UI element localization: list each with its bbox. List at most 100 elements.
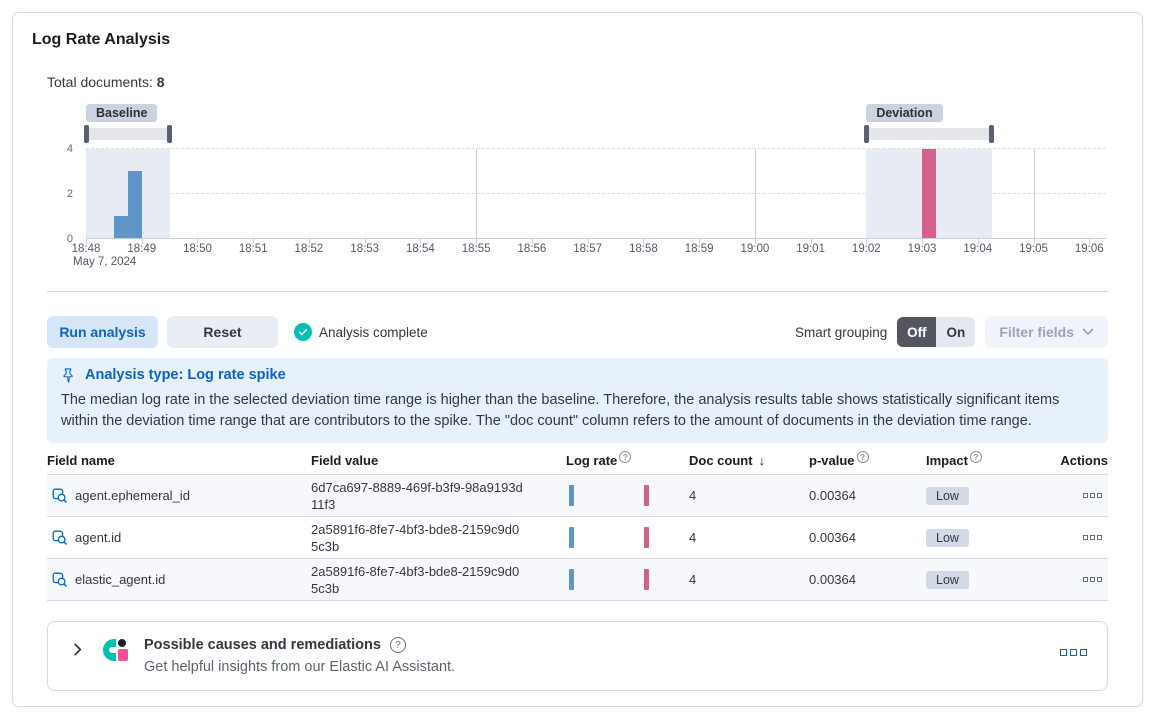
field-name: agent.id bbox=[75, 530, 122, 545]
reset-button[interactable]: Reset bbox=[167, 316, 278, 348]
possible-causes-panel: Possible causes and remediations ? Get h… bbox=[47, 621, 1108, 691]
x-tick-mark bbox=[810, 239, 812, 244]
log-rate-mini-chart bbox=[566, 559, 656, 600]
baseline-mini-bar bbox=[569, 527, 574, 548]
chevron-down-icon bbox=[1082, 328, 1094, 335]
x-gridline bbox=[1033, 149, 1035, 238]
table-body: agent.ephemeral_id 6d7ca697-8889-469f-b3… bbox=[47, 475, 1108, 601]
sort-desc-icon: ↓ bbox=[758, 453, 766, 468]
insights-subtitle: Get helpful insights from our Elastic AI… bbox=[144, 659, 456, 675]
col-actions: Actions bbox=[1060, 453, 1108, 468]
p-value: 0.00364 bbox=[809, 572, 856, 587]
total-documents-label: Total documents: bbox=[47, 74, 153, 90]
x-tick-mark bbox=[754, 239, 756, 244]
smart-grouping-on-button[interactable]: On bbox=[936, 317, 976, 347]
smart-grouping-off-button[interactable]: Off bbox=[897, 317, 937, 347]
search-filter-icon[interactable] bbox=[52, 488, 67, 503]
doc-count: 4 bbox=[689, 488, 697, 503]
x-tick-label: 18:57 bbox=[573, 243, 603, 255]
row-actions-icon[interactable] bbox=[1083, 577, 1102, 582]
x-tick-label: 18:58 bbox=[628, 243, 658, 255]
x-tick-mark bbox=[141, 239, 143, 244]
field-name: elastic_agent.id bbox=[75, 572, 166, 587]
deviation-brush[interactable] bbox=[864, 125, 994, 143]
col-field-name[interactable]: Field name bbox=[47, 453, 115, 468]
col-p-value[interactable]: p-value? bbox=[809, 451, 926, 468]
baseline-badge: Baseline bbox=[86, 104, 158, 122]
deviation-mini-bar bbox=[644, 527, 649, 548]
col-doc-count[interactable]: Doc count ↓ bbox=[689, 453, 766, 468]
table-row[interactable]: agent.id 2a5891f6-8fe7-4bf3-bde8-2159c9d… bbox=[47, 517, 1108, 559]
y-gridline bbox=[86, 148, 1106, 149]
x-tick-mark bbox=[253, 239, 255, 244]
x-tick-label: 19:01 bbox=[796, 243, 825, 255]
deviation-badge: Deviation bbox=[866, 104, 943, 122]
analysis-status-label: Analysis complete bbox=[319, 324, 428, 340]
x-tick-mark bbox=[308, 239, 310, 244]
deviation-brush-left-handle[interactable] bbox=[864, 125, 870, 143]
table-row[interactable]: elastic_agent.id 2a5891f6-8fe7-4bf3-bde8… bbox=[47, 559, 1108, 601]
x-tick-mark bbox=[866, 239, 868, 244]
run-analysis-button[interactable]: Run analysis bbox=[47, 316, 158, 348]
x-tick-mark bbox=[86, 239, 87, 244]
x-tick-label: 18:59 bbox=[684, 243, 714, 255]
table-row[interactable]: agent.ephemeral_id 6d7ca697-8889-469f-b3… bbox=[47, 475, 1108, 517]
x-tick-label: 19:02 bbox=[851, 243, 881, 255]
baseline-bar bbox=[113, 215, 128, 238]
row-actions-icon[interactable] bbox=[1083, 535, 1102, 540]
total-documents: Total documents: 8 bbox=[47, 74, 1108, 90]
p-value: 0.00364 bbox=[809, 530, 856, 545]
x-tick-label: 18:52 bbox=[294, 243, 324, 255]
x-tick-mark bbox=[587, 239, 589, 244]
ai-assistant-logo-icon bbox=[103, 639, 128, 661]
x-tick-label: 19:04 bbox=[963, 243, 993, 255]
filter-fields-button[interactable]: Filter fields bbox=[985, 316, 1108, 348]
smart-grouping-label: Smart grouping bbox=[795, 324, 888, 340]
total-documents-value: 8 bbox=[156, 74, 165, 90]
x-tick-mark bbox=[531, 239, 533, 244]
search-filter-icon[interactable] bbox=[52, 530, 67, 545]
impact-badge: Low bbox=[926, 570, 969, 589]
question-in-circle-icon[interactable]: ? bbox=[619, 451, 632, 463]
x-tick-mark bbox=[1089, 239, 1091, 244]
panel-actions-icon[interactable] bbox=[1060, 649, 1087, 656]
x-axis-date-label: May 7, 2024 bbox=[73, 256, 137, 268]
field-value: 2a5891f6-8fe7-4bf3-bde8-2159c9d05c3b bbox=[311, 563, 520, 596]
deviation-brush-right-handle[interactable] bbox=[988, 125, 994, 143]
question-in-circle-icon[interactable]: ? bbox=[856, 451, 869, 463]
analysis-results-table: Field name Field value Log rate? Doc cou… bbox=[47, 451, 1108, 601]
baseline-brush-right-handle[interactable] bbox=[166, 125, 172, 143]
baseline-brush-left-handle[interactable] bbox=[84, 125, 89, 143]
col-log-rate[interactable]: Log rate? bbox=[566, 451, 689, 468]
col-impact[interactable]: Impact? bbox=[926, 451, 1026, 468]
x-tick-label: 19:06 bbox=[1074, 243, 1104, 255]
callout-body: The median log rate in the selected devi… bbox=[61, 392, 1060, 429]
chevron-right-icon[interactable] bbox=[68, 640, 87, 662]
chart-y-axis: 0 2 4 bbox=[47, 143, 81, 245]
x-tick-label: 19:05 bbox=[1019, 243, 1048, 255]
x-tick-label: 18:48 bbox=[71, 243, 101, 255]
divider bbox=[47, 291, 1108, 292]
deviation-mini-bar bbox=[644, 569, 649, 590]
x-tick-label: 18:50 bbox=[183, 243, 212, 255]
x-tick-mark bbox=[977, 239, 979, 244]
filter-fields-label: Filter fields bbox=[999, 324, 1074, 340]
question-in-circle-icon[interactable]: ? bbox=[389, 637, 406, 653]
row-actions-icon[interactable] bbox=[1083, 493, 1102, 498]
impact-badge: Low bbox=[926, 528, 969, 547]
x-tick-mark bbox=[643, 239, 645, 244]
field-value: 6d7ca697-8889-469f-b3f9-98a9193d11f3 bbox=[311, 479, 523, 512]
x-tick-mark bbox=[476, 239, 478, 244]
search-filter-icon[interactable] bbox=[52, 572, 67, 587]
x-tick-mark bbox=[364, 239, 366, 244]
y-tick-label: 2 bbox=[66, 188, 73, 200]
x-tick-label: 18:54 bbox=[406, 243, 435, 255]
col-field-value[interactable]: Field value bbox=[311, 453, 379, 468]
chart-x-axis: 18:48 18:49 18:50 18:51 18:52 18:53 18:54 18:55… bbox=[72, 239, 1106, 271]
baseline-mini-bar bbox=[569, 485, 574, 506]
doc-count: 4 bbox=[689, 530, 697, 545]
log-rate-mini-chart bbox=[566, 475, 656, 516]
question-in-circle-icon[interactable]: ? bbox=[969, 451, 982, 463]
baseline-brush[interactable] bbox=[84, 125, 172, 143]
